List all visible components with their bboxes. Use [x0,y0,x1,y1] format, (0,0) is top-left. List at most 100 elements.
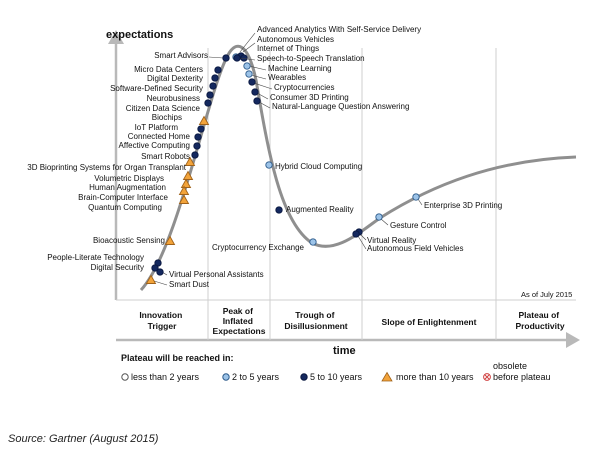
legend-item-less-than-2-years: less than 2 years [121,372,200,382]
tech-machine-learning: Machine Learning [243,62,332,73]
leader-line [258,101,271,109]
technology-markers: Advanced Analytics With Self-Service Del… [27,25,502,289]
tech-augmented-reality: Augmented Reality [275,205,354,214]
tech-natural-language-question-answering: Natural-Language Question Answering [253,97,409,111]
circle-marker-icon [211,74,219,82]
legend-label: 2 to 5 years [232,372,280,382]
tech-smart-robots: Smart Robots [141,151,199,161]
tech-affective-computing: Affective Computing [119,141,201,150]
circle-marker-icon [206,91,214,99]
tech-label: Bioacoustic Sensing [93,236,165,245]
leader-line [417,198,423,206]
tech-digital-security: Digital Security [91,263,159,272]
tech-label: Digital Dexterity [147,74,203,83]
x-axis-label: time [333,345,356,357]
circle-marker-icon [243,62,251,70]
tech-quantum-computing: Quantum Computing [88,194,190,212]
tech-label: Natural-Language Question Answering [272,102,409,111]
tech-label: Digital Security [91,263,144,272]
legend-item-5-to-10-years: 5 to 10 years [300,372,363,382]
leader-line [250,74,267,80]
tech-label: Autonomous Vehicles [257,35,334,44]
triangle-marker-icon [178,185,190,195]
leader-line [239,32,256,53]
phase-line: Trigger [148,321,178,331]
leader-line [208,56,224,59]
circle-marker-icon [412,193,420,201]
circle-marker-icon [214,66,222,74]
tech-connected-home: Connected Home [128,132,202,141]
tech-label: Speech-to-Speech Translation [257,54,365,63]
legend-marker-obsolete-cross-icon [484,374,490,380]
tech-label: Hybrid Cloud Computing [275,162,362,171]
phase-line: Inflated [223,316,253,326]
tech-label: Brain-Computer Interface [78,193,168,202]
circle-marker-icon [197,125,205,133]
legend-item-obsolete-before-plateau: obsolete before plateau [483,361,551,382]
tech-smart-dust: Smart Dust [145,274,210,289]
leader-line [357,235,367,250]
tech-label: Quantum Computing [88,203,162,212]
tech-label: Connected Home [128,132,191,141]
circle-marker-icon [222,54,230,62]
tech-hybrid-cloud-computing: Hybrid Cloud Computing [265,161,362,171]
tech-label: Wearables [268,73,306,82]
legend-label: before plateau [493,372,551,382]
y-axis-label: expectations [106,29,173,41]
circle-marker-icon [194,133,202,141]
phase-trough-of-disillusionment: Trough of Disillusionment [284,310,347,331]
tech-smart-advisors: Smart Advisors [154,51,230,62]
circle-marker-icon [352,230,360,238]
leader-line [256,92,269,100]
tech-label: Advanced Analytics With Self-Service Del… [257,25,421,34]
tech-label: 3D Bioprinting Systems for Organ Transpl… [27,163,187,172]
legend-label: obsolete [493,361,527,371]
tech-cryptocurrency-exchange: Cryptocurrency Exchange [212,238,317,252]
legend-item-2-to-5-years: 2 to 5 years [222,372,280,382]
tech-label: Biochips [152,113,182,122]
tech-biochips: Biochips [152,113,210,125]
triangle-marker-icon [145,274,157,284]
phase-line: Disillusionment [284,321,347,331]
phase-labels: Innovation Trigger Peak of Inflated Expe… [139,306,565,336]
tech-label: Software-Defined Security [110,84,203,93]
tech-label: Cryptocurrency Exchange [212,243,305,252]
tech-label: Consumer 3D Printing [270,93,349,102]
leader-line [153,280,168,286]
leader-line [380,218,389,226]
tech-label: IoT Platform [135,123,179,132]
tech-label: Affective Computing [119,141,190,150]
legend: Plateau will be reached in: less than 2 … [121,353,551,382]
tech-label: Virtual Personal Assistants [169,270,264,279]
tech-label: Citizen Data Science [126,104,201,113]
phase-line: Slope of Enlightenment [382,317,477,327]
tech-label: Human Augmentation [89,183,166,192]
leader-line [253,82,273,90]
circle-marker-icon [191,151,199,159]
legend-label: more than 10 years [396,372,474,382]
tech-label: Gesture Control [390,221,447,230]
phase-line: Plateau of [519,310,560,320]
triangle-marker-icon [182,170,194,180]
tech-label: People-Literate Technology [47,253,144,262]
circle-marker-icon [233,54,241,62]
tech-3d-bioprinting-systems-for-organ-transplant: 3D Bioprinting Systems for Organ Transpl… [27,156,196,172]
tech-speech-to-speech-translation: Speech-to-Speech Translation [233,54,365,63]
tech-human-augmentation: Human Augmentation [89,178,192,192]
phase-line: Trough of [295,310,334,320]
circle-marker-icon [245,70,253,78]
circle-marker-icon [375,213,383,221]
tech-wearables: Wearables [245,70,306,82]
tech-bioacoustic-sensing: Bioacoustic Sensing [93,235,176,245]
tech-neurobusiness: Neurobusiness [147,91,214,103]
phase-innovation-trigger: Innovation Trigger [139,310,184,331]
tech-enterprise-3d-printing: Enterprise 3D Printing [412,193,502,210]
circle-marker-icon [265,161,273,169]
tech-label: Smart Dust [169,280,210,289]
tech-volumetric-displays: Volumetric Displays [94,170,194,183]
circle-marker-icon [204,99,212,107]
tech-cryptocurrencies: Cryptocurrencies [248,78,334,92]
phase-slope-of-enlightenment: Slope of Enlightenment [382,317,477,327]
legend-marker-circle-icon [300,373,308,381]
